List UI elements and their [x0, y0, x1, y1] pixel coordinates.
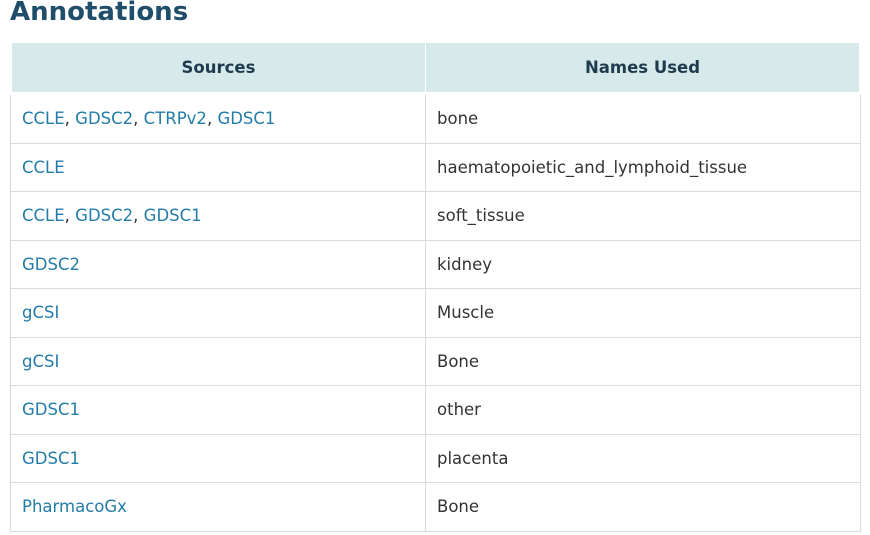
source-link[interactable]: GDSC1: [143, 206, 202, 226]
source-link[interactable]: GDSC2: [22, 254, 80, 274]
source-link[interactable]: CTRPv2: [143, 109, 207, 129]
source-link[interactable]: GDSC1: [22, 400, 80, 420]
sources-cell: gCSI: [10, 288, 426, 338]
name-used-cell: other: [425, 385, 861, 435]
table-body: CCLE, GDSC2, CTRPv2, GDSC1 bone CCLE haemat…: [10, 93, 861, 532]
source-link[interactable]: CCLE: [22, 157, 65, 177]
source-separator: ,: [206, 109, 218, 129]
table-row: CCLE haematopoietic_and_lymphoid_tissue: [10, 142, 861, 192]
page-title: Annotations: [10, 0, 189, 27]
source-separator: ,: [133, 109, 144, 129]
header-names-used: Names Used: [425, 40, 862, 95]
name-used-cell: bone: [425, 93, 861, 144]
sources-cell: PharmacoGx: [10, 482, 426, 532]
source-link[interactable]: gCSI: [22, 303, 60, 323]
sources-cell: gCSI: [10, 336, 426, 386]
name-used-cell: Bone: [425, 482, 861, 532]
name-used-cell: soft_tissue: [425, 191, 861, 241]
name-used-cell: Bone: [425, 336, 861, 386]
name-used-cell: haematopoietic_and_lymphoid_tissue: [425, 142, 861, 192]
name-used-cell: Muscle: [425, 288, 861, 338]
source-separator: ,: [133, 206, 144, 226]
sources-cell: CCLE: [10, 142, 426, 192]
table-row: gCSI Muscle: [10, 288, 861, 338]
sources-cell: GDSC1: [10, 385, 426, 435]
table-row: CCLE, GDSC2, GDSC1 soft_tissue: [10, 191, 861, 241]
annotations-table: Sources Names Used CCLE, GDSC2, CTRPv2, …: [9, 40, 862, 532]
source-separator: ,: [64, 109, 76, 129]
table-row: PharmacoGx Bone: [10, 482, 861, 532]
sources-cell: GDSC1: [10, 433, 426, 483]
table-row: GDSC1 other: [10, 385, 861, 435]
source-link[interactable]: CCLE: [22, 109, 65, 129]
table-row: CCLE, GDSC2, CTRPv2, GDSC1 bone: [10, 93, 861, 144]
table-header-row: Sources Names Used: [9, 40, 862, 95]
source-link[interactable]: GDSC2: [75, 206, 134, 226]
table-row: GDSC2 kidney: [10, 239, 861, 289]
name-used-cell: kidney: [425, 239, 861, 289]
table-row: GDSC1 placenta: [10, 433, 861, 483]
sources-cell: GDSC2: [10, 239, 426, 289]
header-sources: Sources: [9, 40, 426, 95]
source-link[interactable]: GDSC2: [75, 109, 134, 129]
table-row: gCSI Bone: [10, 336, 861, 386]
name-used-cell: placenta: [425, 433, 861, 483]
sources-cell: CCLE, GDSC2, GDSC1: [10, 191, 426, 241]
source-separator: ,: [64, 206, 76, 226]
source-link[interactable]: PharmacoGx: [22, 497, 127, 517]
source-link[interactable]: GDSC1: [217, 109, 276, 129]
source-link[interactable]: CCLE: [22, 206, 65, 226]
source-link[interactable]: gCSI: [22, 351, 60, 371]
sources-cell: CCLE, GDSC2, CTRPv2, GDSC1: [10, 93, 426, 144]
source-link[interactable]: GDSC1: [22, 448, 80, 468]
